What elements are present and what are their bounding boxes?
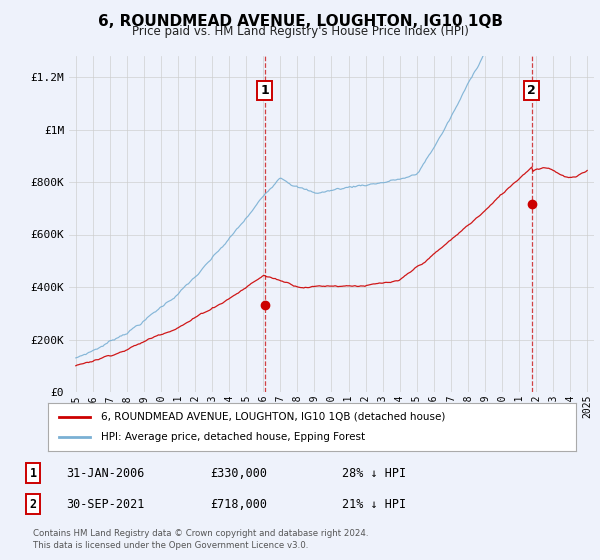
Text: 28% ↓ HPI: 28% ↓ HPI: [342, 466, 406, 480]
Text: Price paid vs. HM Land Registry's House Price Index (HPI): Price paid vs. HM Land Registry's House …: [131, 25, 469, 38]
Text: £718,000: £718,000: [210, 497, 267, 511]
Text: £330,000: £330,000: [210, 466, 267, 480]
Text: 2: 2: [527, 83, 536, 97]
Text: 6, ROUNDMEAD AVENUE, LOUGHTON, IG10 1QB (detached house): 6, ROUNDMEAD AVENUE, LOUGHTON, IG10 1QB …: [101, 412, 445, 422]
Text: 30-SEP-2021: 30-SEP-2021: [66, 497, 145, 511]
Text: HPI: Average price, detached house, Epping Forest: HPI: Average price, detached house, Eppi…: [101, 432, 365, 442]
Text: 1: 1: [260, 83, 269, 97]
Text: 21% ↓ HPI: 21% ↓ HPI: [342, 497, 406, 511]
Text: This data is licensed under the Open Government Licence v3.0.: This data is licensed under the Open Gov…: [33, 542, 308, 550]
Text: 31-JAN-2006: 31-JAN-2006: [66, 466, 145, 480]
Text: Contains HM Land Registry data © Crown copyright and database right 2024.: Contains HM Land Registry data © Crown c…: [33, 529, 368, 538]
Text: 2: 2: [29, 497, 37, 511]
Text: 6, ROUNDMEAD AVENUE, LOUGHTON, IG10 1QB: 6, ROUNDMEAD AVENUE, LOUGHTON, IG10 1QB: [97, 14, 503, 29]
Text: 1: 1: [29, 466, 37, 480]
